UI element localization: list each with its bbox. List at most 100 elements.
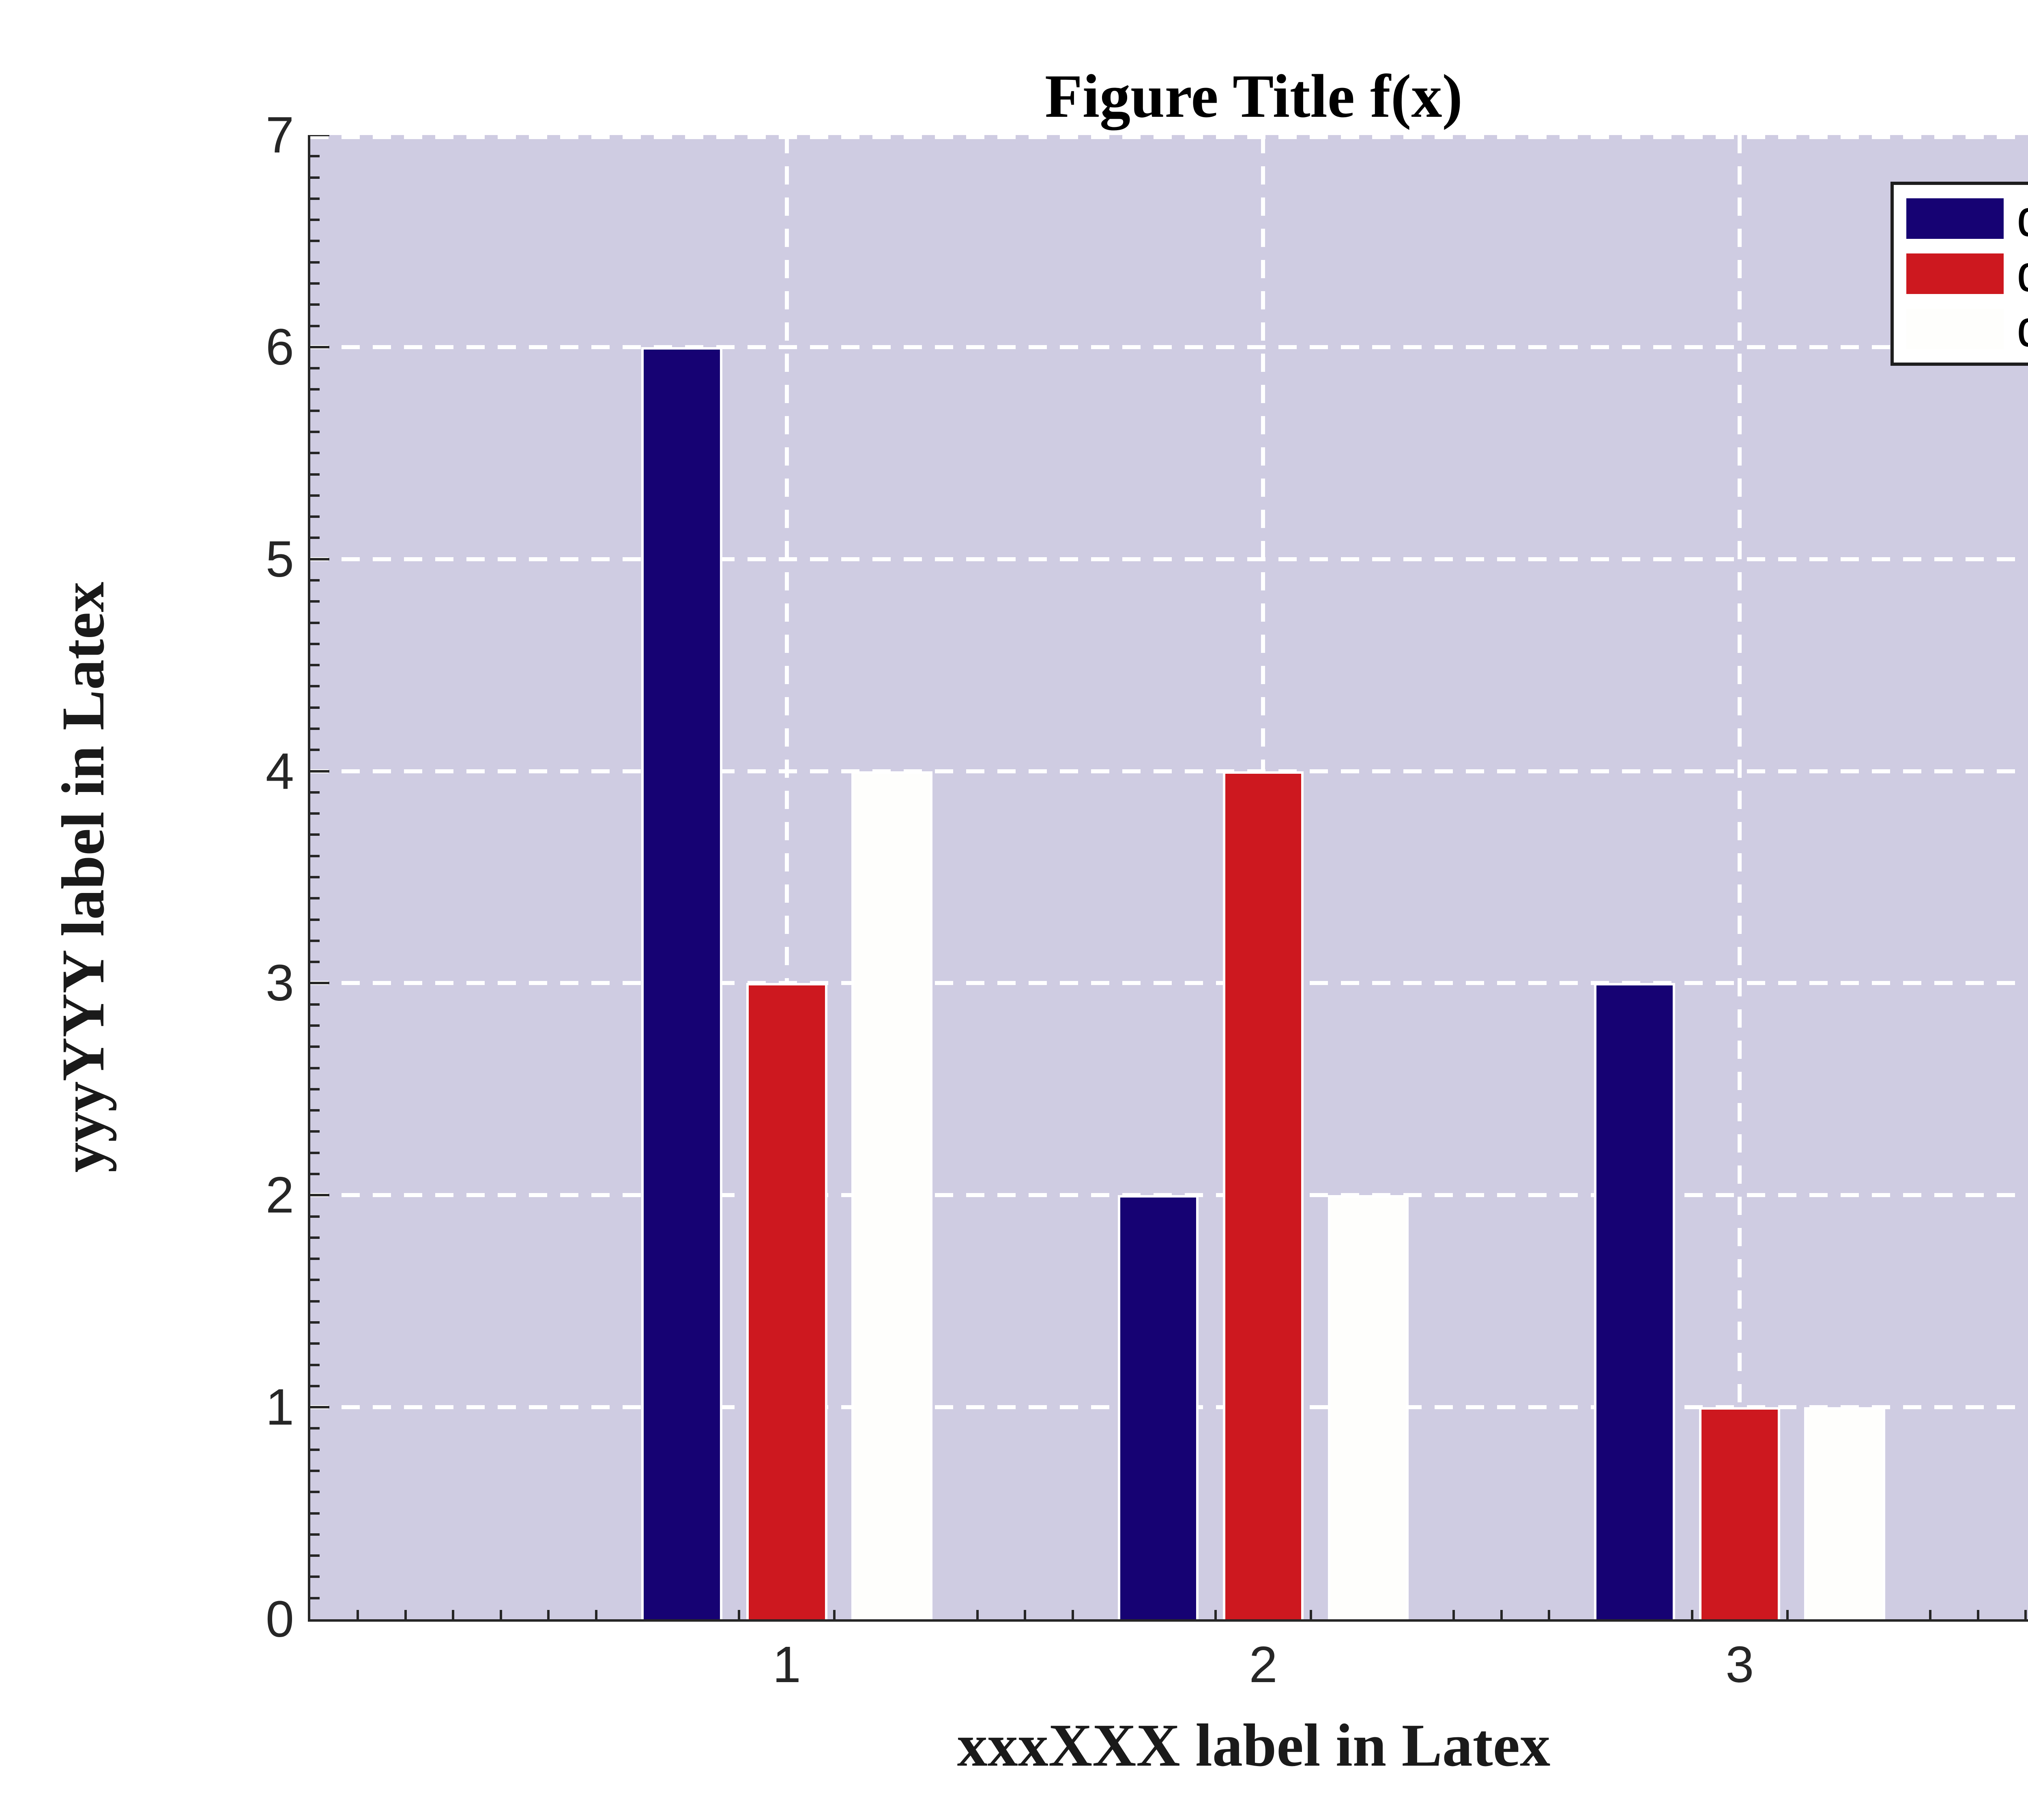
y-minor-tick <box>310 749 320 751</box>
bar-data1-group2 <box>1117 1195 1199 1619</box>
y-minor-tick <box>310 854 320 857</box>
y-minor-tick <box>310 1067 320 1069</box>
x-gridline-3 <box>1738 135 1742 1619</box>
y-minor-tick <box>310 1215 320 1218</box>
y-major-tick <box>310 1406 329 1409</box>
y-minor-tick <box>310 515 320 518</box>
y-minor-tick <box>310 1109 320 1112</box>
x-minor-tick <box>547 1610 550 1619</box>
x-minor-tick <box>1548 1610 1551 1619</box>
y-minor-tick <box>310 1427 320 1430</box>
y-minor-tick <box>310 1258 320 1260</box>
legend-swatch-data1 <box>1906 198 2004 239</box>
y-minor-tick <box>310 1045 320 1048</box>
x-minor-tick <box>452 1610 455 1619</box>
x-minor-tick <box>2024 1610 2027 1619</box>
x-minor-tick <box>404 1610 407 1619</box>
bar-data3-group2 <box>1328 1195 1409 1619</box>
y-minor-tick <box>310 579 320 582</box>
y-major-tick <box>310 1194 329 1197</box>
legend-row-data3: data3 <box>1906 303 2028 355</box>
y-minor-tick <box>310 1151 320 1154</box>
y-minor-tick <box>310 1554 320 1557</box>
y-minor-tick <box>310 324 320 327</box>
legend-swatch-data2 <box>1906 253 2004 294</box>
y-minor-tick <box>310 812 320 815</box>
y-minor-tick <box>310 1533 320 1536</box>
y-tick-label-5: 5 <box>265 530 294 588</box>
y-gridline-7 <box>310 135 2028 139</box>
legend: data1 data2 data3 <box>1891 182 2028 366</box>
y-minor-tick <box>310 1597 320 1599</box>
y-tick-label-3: 3 <box>265 954 294 1012</box>
x-minor-tick <box>595 1610 597 1619</box>
x-minor-tick <box>1786 1610 1789 1619</box>
y-minor-tick <box>310 1088 320 1090</box>
y-minor-tick <box>310 1491 320 1494</box>
y-minor-tick <box>310 1575 320 1578</box>
y-minor-tick <box>310 685 320 688</box>
x-minor-tick <box>1500 1610 1503 1619</box>
y-gridline-2 <box>310 1193 2028 1198</box>
x-axis-spine <box>308 1619 2028 1622</box>
y-minor-tick <box>310 897 320 900</box>
y-major-tick <box>310 135 329 136</box>
y-minor-tick <box>310 240 320 243</box>
x-minor-tick <box>976 1610 979 1619</box>
y-gridline-6 <box>310 345 2028 349</box>
y-minor-tick <box>310 706 320 709</box>
legend-label-data2: data2 <box>2017 248 2028 300</box>
y-minor-tick <box>310 664 320 667</box>
legend-swatch-data3 <box>1906 309 2004 349</box>
y-minor-tick <box>310 452 320 455</box>
x-minor-tick <box>499 1610 502 1619</box>
y-minor-tick <box>310 1024 320 1027</box>
y-minor-tick <box>310 219 320 221</box>
y-tick-label-7: 7 <box>265 106 294 163</box>
y-minor-tick <box>310 728 320 730</box>
x-minor-tick <box>1071 1610 1074 1619</box>
y-major-tick <box>310 346 329 348</box>
legend-row-data1: data1 <box>1906 193 2028 245</box>
y-tick-label-4: 4 <box>265 742 294 800</box>
y-tick-label-6: 6 <box>265 318 294 376</box>
legend-label-data3: data3 <box>2017 303 2028 355</box>
y-minor-tick <box>310 1448 320 1451</box>
x-tick-label-1: 1 <box>772 1636 801 1693</box>
y-minor-tick <box>310 961 320 964</box>
y-minor-tick <box>310 1384 320 1387</box>
legend-row-data2: data2 <box>1906 248 2028 300</box>
x-minor-tick <box>738 1610 741 1619</box>
y-minor-tick <box>310 367 320 370</box>
x-axis-label: xxxXXX label in Latex <box>957 1712 1551 1779</box>
x-minor-tick <box>357 1610 359 1619</box>
y-minor-tick <box>310 1363 320 1366</box>
y-minor-tick <box>310 600 320 603</box>
bar-data2-group3 <box>1699 1407 1781 1619</box>
y-minor-tick <box>310 791 320 794</box>
y-minor-tick <box>310 409 320 412</box>
y-minor-tick <box>310 388 320 391</box>
y-minor-tick <box>310 1342 320 1345</box>
x-gridline-1 <box>784 135 789 1619</box>
y-minor-tick <box>310 1130 320 1133</box>
y-tick-label-2: 2 <box>265 1166 294 1224</box>
y-minor-tick <box>310 876 320 878</box>
y-minor-tick <box>310 537 320 539</box>
y-major-tick <box>310 770 329 773</box>
y-minor-tick <box>310 1279 320 1281</box>
x-minor-tick <box>833 1610 836 1619</box>
y-minor-tick <box>310 176 320 179</box>
y-minor-tick <box>310 918 320 921</box>
y-minor-tick <box>310 1003 320 1006</box>
x-minor-tick <box>1929 1610 1932 1619</box>
x-minor-tick <box>1309 1610 1312 1619</box>
y-minor-tick <box>310 833 320 836</box>
y-tick-label-1: 1 <box>265 1378 294 1436</box>
x-minor-tick <box>1976 1610 1979 1619</box>
x-minor-tick <box>1214 1610 1217 1619</box>
y-minor-tick <box>310 1300 320 1303</box>
y-minor-tick <box>310 303 320 306</box>
bar-data2-group2 <box>1222 771 1304 1619</box>
